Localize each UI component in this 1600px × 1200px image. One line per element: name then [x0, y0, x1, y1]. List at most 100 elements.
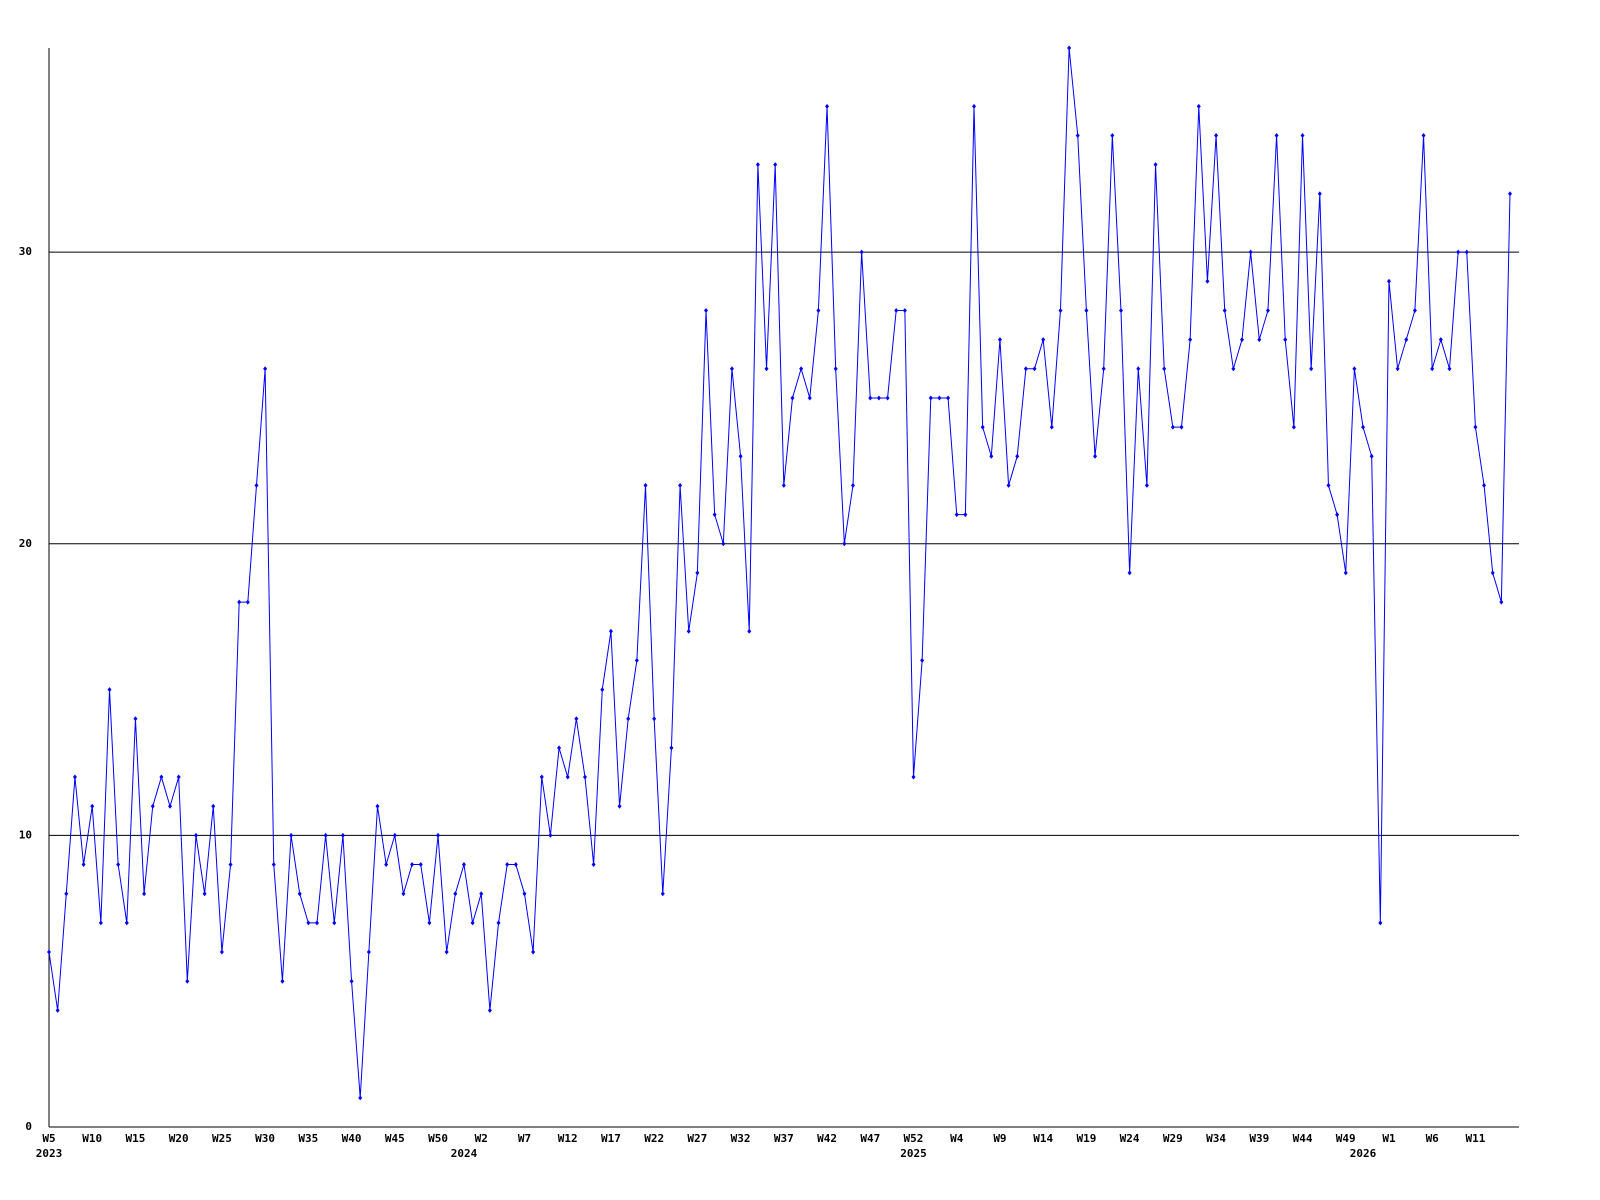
- data-point: [1490, 570, 1495, 576]
- x-tick-label: W52: [904, 1132, 924, 1145]
- x-tick-label: W2: [475, 1132, 488, 1145]
- data-point: [1240, 337, 1245, 343]
- data-point: [946, 395, 951, 401]
- x-tick-label: W22: [644, 1132, 664, 1145]
- data-point: [634, 657, 639, 663]
- data-point: [202, 891, 207, 897]
- data-point: [228, 862, 233, 868]
- year-label: 2024: [451, 1147, 478, 1160]
- data-point: [384, 862, 389, 868]
- x-tick-label: W12: [558, 1132, 578, 1145]
- data-point: [876, 395, 881, 401]
- data-point: [1421, 132, 1426, 138]
- data-point: [1067, 45, 1072, 51]
- x-tick-label: W45: [385, 1132, 405, 1145]
- data-point: [1058, 307, 1063, 313]
- data-point: [1170, 424, 1175, 430]
- x-tick-label: W27: [687, 1132, 707, 1145]
- data-point: [773, 162, 778, 168]
- data-point: [833, 366, 838, 372]
- data-point: [55, 1007, 60, 1013]
- data-point: [1127, 570, 1132, 576]
- data-point: [963, 512, 968, 518]
- data-point: [729, 366, 734, 372]
- x-tick-label: W39: [1249, 1132, 1269, 1145]
- data-point: [695, 570, 700, 576]
- x-tick-label: W15: [126, 1132, 146, 1145]
- data-point: [1041, 337, 1046, 343]
- data-point: [150, 803, 155, 809]
- data-point: [1222, 307, 1227, 313]
- data-point: [1049, 424, 1054, 430]
- data-point: [211, 803, 216, 809]
- data-point: [1015, 453, 1020, 459]
- x-tick-label: W1: [1382, 1132, 1396, 1145]
- data-point: [1136, 366, 1141, 372]
- data-point: [1317, 191, 1322, 197]
- data-point: [314, 920, 319, 926]
- data-point: [591, 862, 596, 868]
- data-point: [1430, 366, 1435, 372]
- data-line: [48, 47, 1511, 1098]
- data-point: [747, 628, 752, 634]
- data-point: [1196, 103, 1201, 109]
- data-point: [643, 482, 648, 488]
- data-point: [306, 920, 311, 926]
- data-point: [47, 949, 51, 955]
- data-point: [608, 628, 613, 634]
- data-point: [1482, 482, 1487, 488]
- data-point: [816, 307, 821, 313]
- data-point: [263, 366, 268, 372]
- data-point: [712, 512, 717, 518]
- data-point: [513, 862, 518, 868]
- x-tick-label: W40: [342, 1132, 362, 1145]
- data-point: [496, 920, 501, 926]
- year-label: 2025: [900, 1147, 927, 1160]
- data-point: [764, 366, 769, 372]
- data-point: [107, 687, 112, 693]
- data-point: [600, 687, 605, 693]
- data-point: [98, 920, 103, 926]
- data-point: [1283, 337, 1288, 343]
- data-point: [1205, 278, 1210, 284]
- data-point: [548, 832, 553, 838]
- data-point: [64, 891, 69, 897]
- data-point: [582, 774, 587, 780]
- data-point: [1265, 307, 1270, 313]
- x-tick-label: W24: [1120, 1132, 1140, 1145]
- data-point: [81, 862, 86, 868]
- y-tick-label: 0: [25, 1120, 32, 1133]
- data-point: [920, 657, 925, 663]
- data-point: [271, 862, 276, 868]
- data-point: [479, 891, 484, 897]
- data-point: [461, 862, 466, 868]
- data-point: [1352, 366, 1357, 372]
- data-point: [704, 307, 709, 313]
- data-point: [911, 774, 916, 780]
- y-tick-label: 30: [19, 245, 32, 258]
- data-point: [1456, 249, 1461, 255]
- data-point: [297, 891, 302, 897]
- data-point: [289, 832, 294, 838]
- data-point: [1188, 337, 1193, 343]
- data-point: [1144, 482, 1149, 488]
- data-point: [1023, 366, 1028, 372]
- data-point: [410, 862, 415, 868]
- data-point: [989, 453, 994, 459]
- data-point: [1162, 366, 1167, 372]
- data-point: [1118, 307, 1123, 313]
- data-point: [660, 891, 665, 897]
- data-point: [470, 920, 475, 926]
- data-point: [1473, 424, 1478, 430]
- x-tick-label: W14: [1033, 1132, 1053, 1145]
- data-point: [799, 366, 804, 372]
- data-point: [1231, 366, 1236, 372]
- x-tick-label: W30: [255, 1132, 275, 1145]
- data-point: [1257, 337, 1262, 343]
- x-tick-label: W6: [1426, 1132, 1440, 1145]
- data-point: [980, 424, 985, 430]
- data-point: [522, 891, 527, 897]
- data-point: [444, 949, 449, 955]
